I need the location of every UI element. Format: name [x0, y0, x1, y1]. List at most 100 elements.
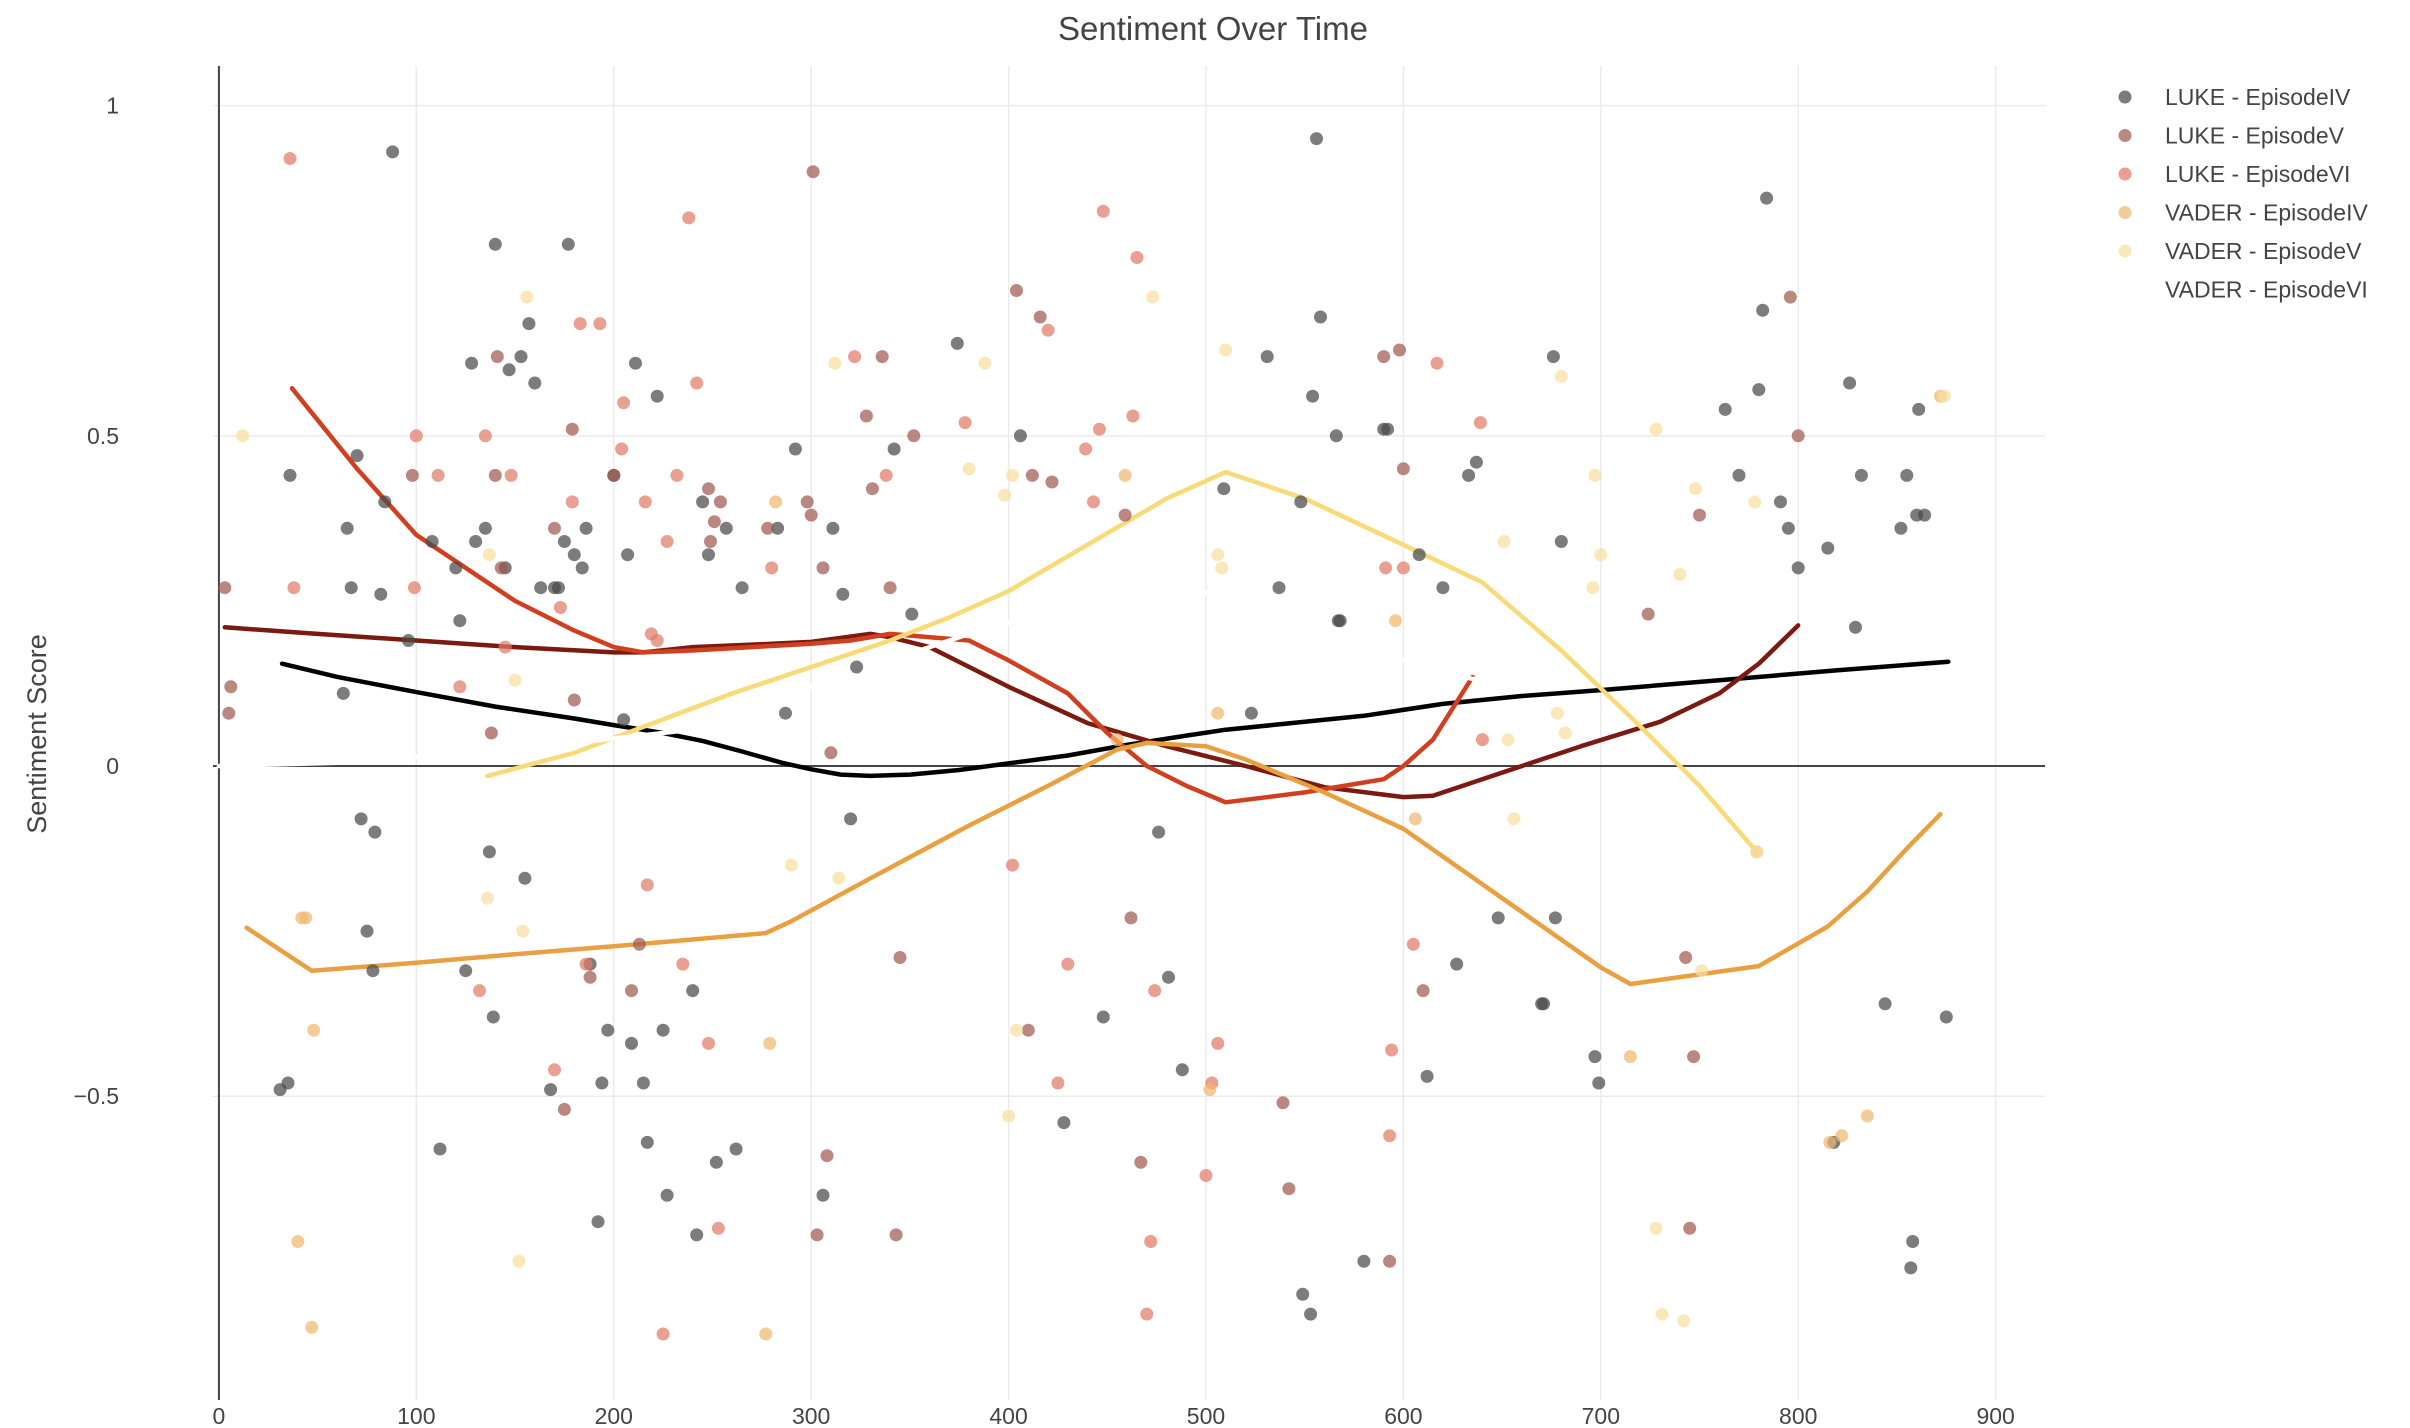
point-s0-104[interactable]: [1537, 997, 1551, 1011]
point-s0-29[interactable]: [518, 871, 532, 885]
point-s0-93[interactable]: [1357, 1254, 1371, 1268]
point-s3-5[interactable]: [759, 1327, 773, 1341]
point-s0-17[interactable]: [449, 561, 463, 575]
point-s3-11[interactable]: [1211, 706, 1225, 720]
point-s4-22[interactable]: [1507, 812, 1521, 826]
point-s2-41[interactable]: [1096, 204, 1110, 218]
point-s0-20[interactable]: [465, 356, 479, 370]
point-s3-12[interactable]: [1389, 614, 1402, 628]
point-s1-11[interactable]: [567, 693, 581, 707]
point-s0-24[interactable]: [486, 1010, 500, 1024]
point-s0-48[interactable]: [625, 1036, 638, 1050]
point-s0-81[interactable]: [1244, 706, 1258, 720]
point-s3-14[interactable]: [1623, 1050, 1637, 1064]
point-s2-19[interactable]: [640, 878, 654, 892]
point-s0-72[interactable]: [905, 607, 919, 621]
point-s4-5[interactable]: [516, 924, 530, 938]
point-s1-46[interactable]: [1383, 1254, 1397, 1268]
point-s0-13[interactable]: [386, 145, 400, 159]
point-s0-122[interactable]: [1854, 468, 1868, 482]
point-s0-36[interactable]: [557, 535, 571, 548]
point-s2-43[interactable]: [1130, 251, 1144, 264]
point-s0-82[interactable]: [1260, 350, 1274, 364]
point-s4-29[interactable]: [1649, 1221, 1663, 1235]
point-s0-2[interactable]: [283, 468, 297, 482]
point-s1-33[interactable]: [893, 951, 907, 964]
point-s4-14[interactable]: [1006, 468, 1019, 482]
point-s2-36[interactable]: [1051, 1076, 1065, 1090]
point-s0-25[interactable]: [488, 237, 502, 251]
point-s0-44[interactable]: [601, 1023, 615, 1037]
point-s2-54[interactable]: [1406, 937, 1420, 951]
point-s2-4[interactable]: [431, 468, 445, 482]
point-s0-69[interactable]: [844, 812, 858, 826]
point-s0-88[interactable]: [1310, 132, 1323, 146]
point-s1-45[interactable]: [1377, 350, 1391, 364]
point-s1-30[interactable]: [875, 350, 889, 364]
point-s1-48[interactable]: [1396, 462, 1410, 476]
point-s2-5[interactable]: [453, 680, 467, 694]
point-s3-0[interactable]: [291, 1235, 305, 1248]
point-s2-34[interactable]: [1006, 858, 1019, 872]
point-s0-10[interactable]: [368, 825, 382, 839]
legend-item-5[interactable]: VADER - EpisodeVI: [2118, 277, 2368, 303]
point-s1-24[interactable]: [810, 1228, 824, 1242]
point-s0-55[interactable]: [686, 984, 700, 998]
point-s1-49[interactable]: [1416, 984, 1430, 998]
point-s2-17[interactable]: [617, 396, 631, 410]
point-s0-27[interactable]: [502, 363, 516, 377]
point-s0-118[interactable]: [1821, 541, 1835, 555]
point-s0-31[interactable]: [528, 376, 542, 390]
point-s4-9[interactable]: [828, 356, 842, 370]
point-s2-12[interactable]: [565, 495, 579, 509]
point-s0-112[interactable]: [1752, 383, 1766, 397]
point-s4-24[interactable]: [1554, 369, 1568, 383]
point-s1-18[interactable]: [707, 515, 721, 529]
point-s2-44[interactable]: [1140, 1307, 1154, 1321]
point-s4-33[interactable]: [1677, 1314, 1691, 1328]
point-s1-13[interactable]: [607, 468, 621, 482]
point-s2-31[interactable]: [848, 350, 862, 364]
point-s2-11[interactable]: [553, 601, 567, 614]
point-s1-50[interactable]: [1641, 607, 1655, 621]
point-s0-42[interactable]: [591, 1215, 605, 1229]
point-s2-3[interactable]: [409, 429, 423, 443]
point-s2-15[interactable]: [593, 317, 607, 331]
point-s0-40[interactable]: [579, 521, 593, 535]
point-s4-7[interactable]: [784, 858, 798, 872]
point-s4-6[interactable]: [520, 290, 534, 304]
point-s2-18[interactable]: [638, 495, 652, 509]
legend-item-2[interactable]: LUKE - EpisodeVI: [2118, 161, 2351, 187]
point-s1-34[interactable]: [907, 429, 921, 443]
point-s0-50[interactable]: [636, 1076, 650, 1090]
point-s1-1[interactable]: [222, 706, 236, 720]
point-s2-39[interactable]: [1087, 495, 1100, 509]
point-s0-63[interactable]: [771, 521, 785, 535]
point-s2-32[interactable]: [879, 468, 893, 482]
point-s2-38[interactable]: [1079, 442, 1093, 456]
point-s3-6[interactable]: [763, 1036, 777, 1050]
point-s0-90[interactable]: [1329, 429, 1343, 443]
point-s0-6[interactable]: [350, 449, 364, 463]
point-s4-38[interactable]: [1937, 389, 1951, 403]
point-s1-19[interactable]: [713, 495, 727, 509]
point-s0-123[interactable]: [1878, 997, 1892, 1011]
point-s2-26[interactable]: [682, 211, 696, 225]
point-s1-43[interactable]: [1276, 1096, 1290, 1110]
point-s0-107[interactable]: [1554, 535, 1568, 548]
point-s2-50[interactable]: [1379, 561, 1393, 575]
point-s4-30[interactable]: [1655, 1307, 1669, 1321]
point-s0-97[interactable]: [1420, 1069, 1434, 1083]
point-s2-46[interactable]: [1148, 984, 1162, 998]
point-s0-7[interactable]: [354, 812, 368, 826]
point-s0-120[interactable]: [1843, 376, 1857, 390]
point-s0-28[interactable]: [514, 350, 528, 364]
point-s2-25[interactable]: [676, 957, 690, 971]
point-s1-9[interactable]: [557, 1102, 571, 1116]
point-s0-56[interactable]: [690, 1228, 704, 1242]
point-s0-80[interactable]: [1217, 482, 1231, 496]
point-s2-45[interactable]: [1144, 1235, 1158, 1248]
point-s0-61[interactable]: [729, 1142, 743, 1156]
point-s2-49[interactable]: [1211, 1036, 1225, 1050]
point-s0-39[interactable]: [575, 561, 589, 575]
